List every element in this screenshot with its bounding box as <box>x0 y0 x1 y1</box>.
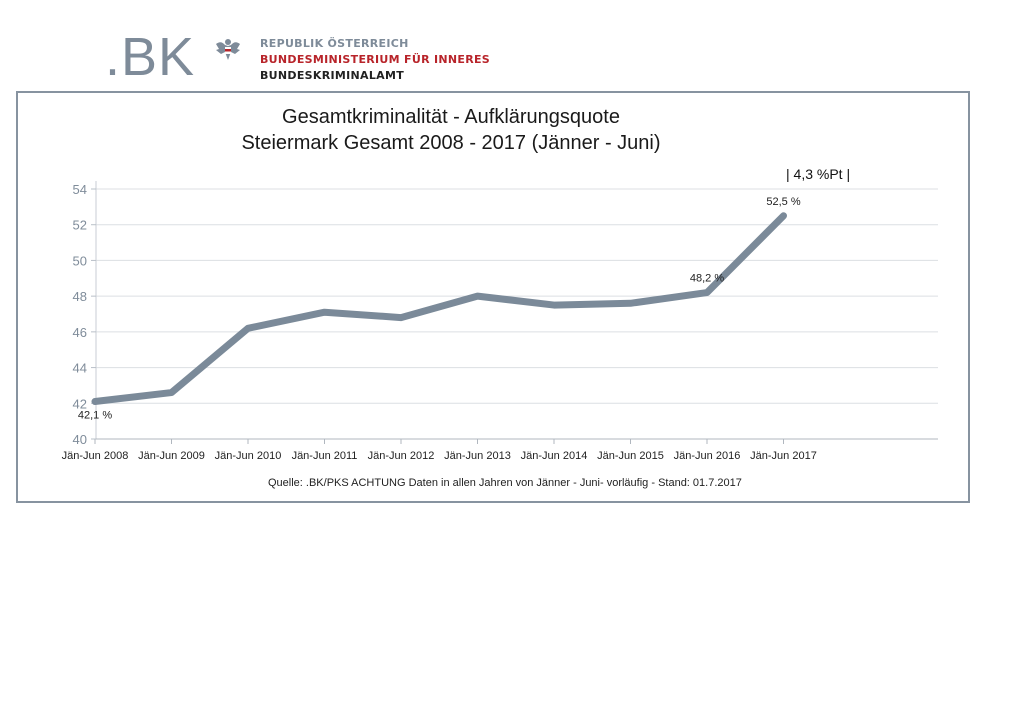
change-annotation: | 4,3 %Pt | <box>786 166 850 182</box>
y-tick-label: 48 <box>73 289 87 304</box>
chart-subtitle: Steiermark Gesamt 2008 - 2017 (Jänner - … <box>241 132 660 154</box>
org-line-2: BUNDESMINISTERIUM FÜR INNERES <box>260 53 491 66</box>
y-tick-label: 50 <box>73 253 87 268</box>
data-point <box>551 302 557 309</box>
series-line <box>91 212 787 405</box>
chart-source: Quelle: .BK/PKS ACHTUNG Daten in allen J… <box>268 477 742 489</box>
austrian-eagle-icon <box>216 39 240 60</box>
y-tick-label: 44 <box>73 361 87 376</box>
data-label: 48,2 % <box>690 273 724 285</box>
data-point <box>627 300 634 307</box>
data-point <box>704 289 710 296</box>
chart-frame: Gesamtkriminalität - Aufklärungsquote St… <box>16 91 970 503</box>
bk-logo: .BK <box>105 27 196 87</box>
chart-title: Gesamtkriminalität - Aufklärungsquote <box>282 106 620 128</box>
y-tick-label: 52 <box>73 218 87 233</box>
x-tick-label: Jän-Jun 2016 <box>674 450 741 462</box>
organization-name: REPUBLIK ÖSTERREICH BUNDESMINISTERIUM FÜ… <box>260 36 490 84</box>
x-tick-label: Jän-Jun 2017 <box>750 450 817 462</box>
org-line-1: REPUBLIK ÖSTERREICH <box>260 37 409 50</box>
x-tick-label: Jän-Jun 2010 <box>215 450 282 462</box>
x-tick-label: Jän-Jun 2012 <box>368 450 435 462</box>
data-label: 42,1 % <box>78 410 112 422</box>
x-tick-label: Jän-Jun 2011 <box>292 450 358 462</box>
data-label: 52,5 % <box>766 196 800 208</box>
data-point <box>92 398 98 405</box>
x-tick-label: Jän-Jun 2015 <box>597 450 664 462</box>
line-chart: Gesamtkriminalität - Aufklärungsquote St… <box>62 106 938 489</box>
x-tick-label: Jän-Jun 2014 <box>521 450 588 462</box>
data-point <box>780 212 787 219</box>
org-line-3: BUNDESKRIMINALAMT <box>260 69 405 82</box>
data-point <box>245 325 251 332</box>
data-point <box>168 389 175 396</box>
x-tick-label: Jän-Jun 2008 <box>62 450 129 462</box>
data-point <box>398 314 404 321</box>
x-tick-label: Jän-Jun 2013 <box>444 450 511 462</box>
data-point <box>474 293 481 300</box>
y-tick-label: 40 <box>73 432 87 447</box>
x-tick-label: Jän-Jun 2009 <box>138 450 205 462</box>
y-tick-label: 46 <box>73 325 87 340</box>
data-point <box>321 309 328 316</box>
y-tick-label: 54 <box>73 182 87 197</box>
y-tick-label: 42 <box>73 396 87 411</box>
